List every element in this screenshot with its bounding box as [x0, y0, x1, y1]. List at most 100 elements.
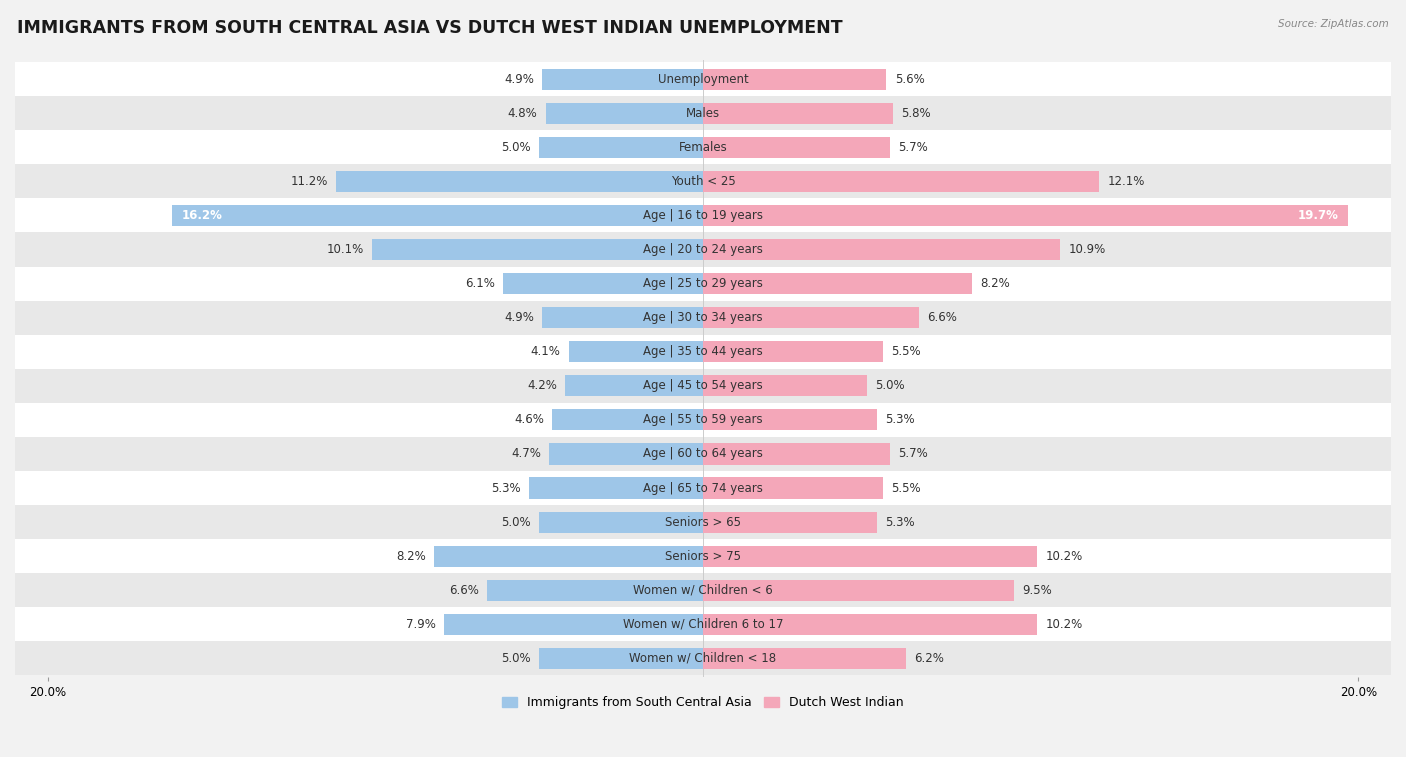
Text: Age | 55 to 59 years: Age | 55 to 59 years — [643, 413, 763, 426]
Bar — [0, 437, 1406, 471]
Text: 10.2%: 10.2% — [1046, 550, 1083, 562]
Bar — [703, 580, 1014, 601]
Text: 8.2%: 8.2% — [980, 277, 1010, 290]
Bar — [0, 130, 1406, 164]
Text: 5.0%: 5.0% — [502, 516, 531, 528]
Text: 4.6%: 4.6% — [515, 413, 544, 426]
Bar — [0, 335, 1406, 369]
Bar — [0, 539, 1406, 573]
Bar — [703, 205, 1348, 226]
Bar — [0, 301, 1406, 335]
Bar — [553, 410, 703, 431]
Bar — [173, 205, 703, 226]
Bar — [538, 137, 703, 158]
Text: Males: Males — [686, 107, 720, 120]
Bar — [538, 512, 703, 533]
Bar — [703, 478, 883, 499]
Bar — [0, 62, 1406, 96]
Text: 5.0%: 5.0% — [502, 652, 531, 665]
Text: Age | 60 to 64 years: Age | 60 to 64 years — [643, 447, 763, 460]
Bar — [703, 273, 972, 294]
Text: Unemployment: Unemployment — [658, 73, 748, 86]
Bar — [703, 341, 883, 363]
Bar — [703, 648, 905, 669]
Text: 4.8%: 4.8% — [508, 107, 537, 120]
Bar — [565, 375, 703, 397]
Bar — [0, 369, 1406, 403]
Text: 8.2%: 8.2% — [396, 550, 426, 562]
Bar — [703, 103, 893, 124]
Text: 5.3%: 5.3% — [492, 481, 522, 494]
Bar — [548, 444, 703, 465]
Bar — [0, 198, 1406, 232]
Text: 4.9%: 4.9% — [505, 73, 534, 86]
Text: Women w/ Children < 6: Women w/ Children < 6 — [633, 584, 773, 597]
Text: Females: Females — [679, 141, 727, 154]
Text: Seniors > 75: Seniors > 75 — [665, 550, 741, 562]
Bar — [503, 273, 703, 294]
Bar — [530, 478, 703, 499]
Text: 5.7%: 5.7% — [898, 141, 928, 154]
Text: 4.7%: 4.7% — [510, 447, 541, 460]
Bar — [0, 266, 1406, 301]
Text: 16.2%: 16.2% — [183, 209, 224, 222]
Text: IMMIGRANTS FROM SOUTH CENTRAL ASIA VS DUTCH WEST INDIAN UNEMPLOYMENT: IMMIGRANTS FROM SOUTH CENTRAL ASIA VS DU… — [17, 19, 842, 37]
Text: Age | 35 to 44 years: Age | 35 to 44 years — [643, 345, 763, 358]
Text: Women w/ Children < 18: Women w/ Children < 18 — [630, 652, 776, 665]
Text: 9.5%: 9.5% — [1022, 584, 1052, 597]
Bar — [0, 164, 1406, 198]
Bar — [703, 239, 1060, 260]
Text: 5.0%: 5.0% — [502, 141, 531, 154]
Bar — [0, 573, 1406, 607]
Text: Age | 30 to 34 years: Age | 30 to 34 years — [643, 311, 763, 324]
Bar — [434, 546, 703, 567]
Text: Age | 65 to 74 years: Age | 65 to 74 years — [643, 481, 763, 494]
Bar — [543, 307, 703, 329]
Text: 5.0%: 5.0% — [875, 379, 904, 392]
Text: 12.1%: 12.1% — [1108, 175, 1144, 188]
Bar — [444, 614, 703, 635]
Text: 5.5%: 5.5% — [891, 481, 921, 494]
Bar — [703, 546, 1038, 567]
Text: Women w/ Children 6 to 17: Women w/ Children 6 to 17 — [623, 618, 783, 631]
Text: 6.1%: 6.1% — [465, 277, 495, 290]
Bar — [0, 607, 1406, 641]
Text: 11.2%: 11.2% — [291, 175, 328, 188]
Text: Source: ZipAtlas.com: Source: ZipAtlas.com — [1278, 19, 1389, 29]
Bar — [0, 96, 1406, 130]
Text: Seniors > 65: Seniors > 65 — [665, 516, 741, 528]
Text: 5.5%: 5.5% — [891, 345, 921, 358]
Bar — [0, 471, 1406, 505]
Bar — [703, 444, 890, 465]
Bar — [703, 375, 868, 397]
Bar — [703, 410, 876, 431]
Text: 5.8%: 5.8% — [901, 107, 931, 120]
Text: 4.9%: 4.9% — [505, 311, 534, 324]
Bar — [703, 69, 886, 90]
Bar — [546, 103, 703, 124]
Text: 5.3%: 5.3% — [884, 413, 914, 426]
Bar — [543, 69, 703, 90]
Text: Age | 20 to 24 years: Age | 20 to 24 years — [643, 243, 763, 256]
Bar — [538, 648, 703, 669]
Bar — [703, 512, 876, 533]
Text: 6.6%: 6.6% — [449, 584, 478, 597]
Text: 5.6%: 5.6% — [894, 73, 924, 86]
Text: 10.1%: 10.1% — [326, 243, 364, 256]
Bar — [568, 341, 703, 363]
Bar — [703, 614, 1038, 635]
Bar — [336, 171, 703, 192]
Text: Age | 45 to 54 years: Age | 45 to 54 years — [643, 379, 763, 392]
Bar — [373, 239, 703, 260]
Bar — [0, 641, 1406, 675]
Bar — [0, 232, 1406, 266]
Text: 6.2%: 6.2% — [914, 652, 945, 665]
Legend: Immigrants from South Central Asia, Dutch West Indian: Immigrants from South Central Asia, Dutc… — [498, 691, 908, 714]
Text: Age | 25 to 29 years: Age | 25 to 29 years — [643, 277, 763, 290]
Text: 5.3%: 5.3% — [884, 516, 914, 528]
Bar — [703, 307, 920, 329]
Bar — [0, 403, 1406, 437]
Text: 6.6%: 6.6% — [928, 311, 957, 324]
Bar — [703, 137, 890, 158]
Text: Youth < 25: Youth < 25 — [671, 175, 735, 188]
